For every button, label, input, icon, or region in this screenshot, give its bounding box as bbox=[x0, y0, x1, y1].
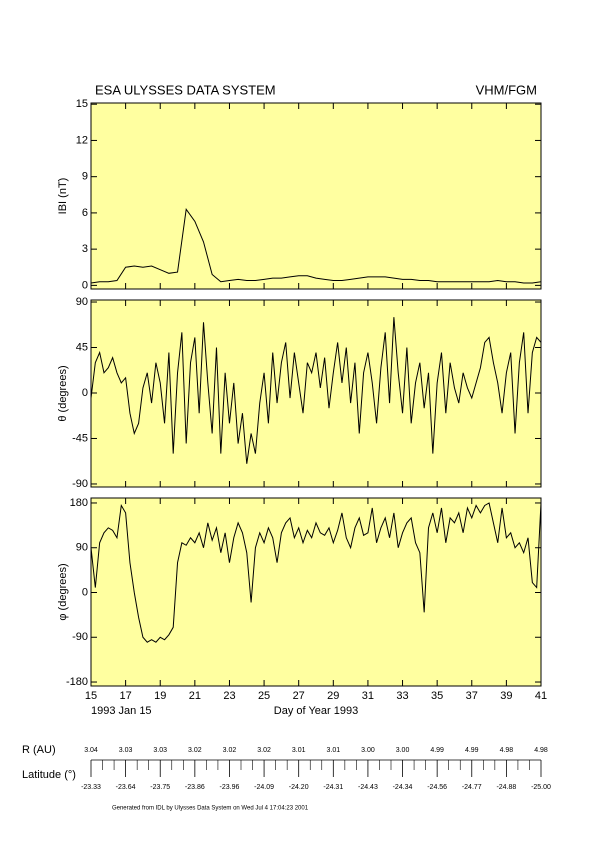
y-tick-label: 0 bbox=[82, 279, 88, 291]
latitude-label: Latitude (°) bbox=[22, 769, 76, 781]
y-tick-label: -90 bbox=[72, 631, 88, 643]
latitude-value: -24.34 bbox=[393, 784, 413, 791]
plot-area bbox=[91, 502, 541, 643]
latitude-value: -24.88 bbox=[496, 784, 516, 791]
x-tick-label: 31 bbox=[362, 690, 374, 702]
latitude-value: -23.96 bbox=[220, 784, 240, 791]
x-tick-label: 19 bbox=[154, 690, 166, 702]
x-tick-label: 21 bbox=[189, 690, 201, 702]
y-axis-label: IBI (nT) bbox=[57, 178, 69, 215]
r-value: 4.99 bbox=[465, 747, 479, 754]
x-tick-label: 39 bbox=[500, 690, 512, 702]
y-tick-label: 3 bbox=[82, 243, 88, 255]
y-axis-label: φ (degrees) bbox=[57, 563, 69, 620]
panel-frame bbox=[90, 102, 542, 290]
y-tick-label: 90 bbox=[76, 542, 88, 554]
plot-area bbox=[91, 317, 541, 464]
latitude-value: -25.00 bbox=[531, 784, 551, 791]
y-tick-label: 0 bbox=[82, 586, 88, 598]
r-value: 3.03 bbox=[119, 747, 133, 754]
data-line bbox=[91, 502, 541, 643]
x-tick-label: 37 bbox=[466, 690, 478, 702]
r-value: 3.01 bbox=[292, 747, 306, 754]
panel-frame bbox=[90, 299, 542, 488]
x-tick-label: 15 bbox=[85, 690, 97, 702]
data-line bbox=[91, 207, 541, 284]
x-tick-label: 29 bbox=[327, 690, 339, 702]
footer: Generated from IDL by Ulysses Data Syste… bbox=[112, 806, 309, 812]
latitude-value: -24.09 bbox=[254, 784, 274, 791]
latitude-value: -23.64 bbox=[116, 784, 136, 791]
title: ESA ULYSSES DATA SYSTEM bbox=[95, 82, 276, 97]
y-tick-label: -90 bbox=[72, 478, 88, 490]
plot-area bbox=[91, 207, 541, 284]
r-value: 4.98 bbox=[500, 747, 514, 754]
r-value: 4.98 bbox=[534, 747, 548, 754]
instrument: VHM/FGM bbox=[476, 82, 537, 97]
y-tick-label: 180 bbox=[70, 497, 88, 509]
latitude-value: -24.43 bbox=[358, 784, 378, 791]
x-tick-label: 17 bbox=[119, 690, 131, 702]
latitude-value: -24.56 bbox=[427, 784, 447, 791]
x-tick-label: 33 bbox=[396, 690, 408, 702]
latitude-value: -24.77 bbox=[462, 784, 482, 791]
y-tick-label: 6 bbox=[82, 207, 88, 219]
start-date-label: 1993 Jan 15 bbox=[91, 705, 152, 717]
r-value: 3.04 bbox=[84, 747, 98, 754]
latitude-value: -23.75 bbox=[150, 784, 170, 791]
panel-background bbox=[91, 103, 541, 289]
latitude-value: -24.20 bbox=[289, 784, 309, 791]
x-tick-label: 27 bbox=[293, 690, 305, 702]
r-value: 3.02 bbox=[257, 747, 271, 754]
r-value: 3.02 bbox=[223, 747, 237, 754]
x-tick-label: 35 bbox=[431, 690, 443, 702]
y-tick-label: 15 bbox=[76, 98, 88, 110]
r-value: 3.02 bbox=[188, 747, 202, 754]
r-value: 3.00 bbox=[361, 747, 375, 754]
y-axis-label: θ (degrees) bbox=[57, 365, 69, 421]
y-tick-label: 9 bbox=[82, 171, 88, 183]
latitude-value: -23.33 bbox=[81, 784, 101, 791]
y-tick-label: 0 bbox=[82, 387, 88, 399]
x-tick-label: 25 bbox=[258, 690, 270, 702]
r-value: 4.99 bbox=[430, 747, 444, 754]
x-axis-label: Day of Year 1993 bbox=[274, 705, 358, 717]
y-tick-label: -45 bbox=[72, 432, 88, 444]
y-tick-label: 90 bbox=[76, 296, 88, 308]
r-value: 3.01 bbox=[326, 747, 340, 754]
latitude-value: -23.86 bbox=[185, 784, 205, 791]
y-tick-label: 12 bbox=[76, 134, 88, 146]
r-label: R (AU) bbox=[22, 744, 56, 756]
data-line bbox=[91, 317, 541, 464]
x-tick-label: 23 bbox=[223, 690, 235, 702]
y-tick-label: -180 bbox=[66, 676, 88, 688]
latitude-value: -24.31 bbox=[323, 784, 343, 791]
x-tick-label: 41 bbox=[535, 690, 547, 702]
y-tick-label: 45 bbox=[76, 341, 88, 353]
r-value: 3.00 bbox=[396, 747, 410, 754]
r-value: 3.03 bbox=[153, 747, 167, 754]
panel-background bbox=[91, 498, 541, 686]
